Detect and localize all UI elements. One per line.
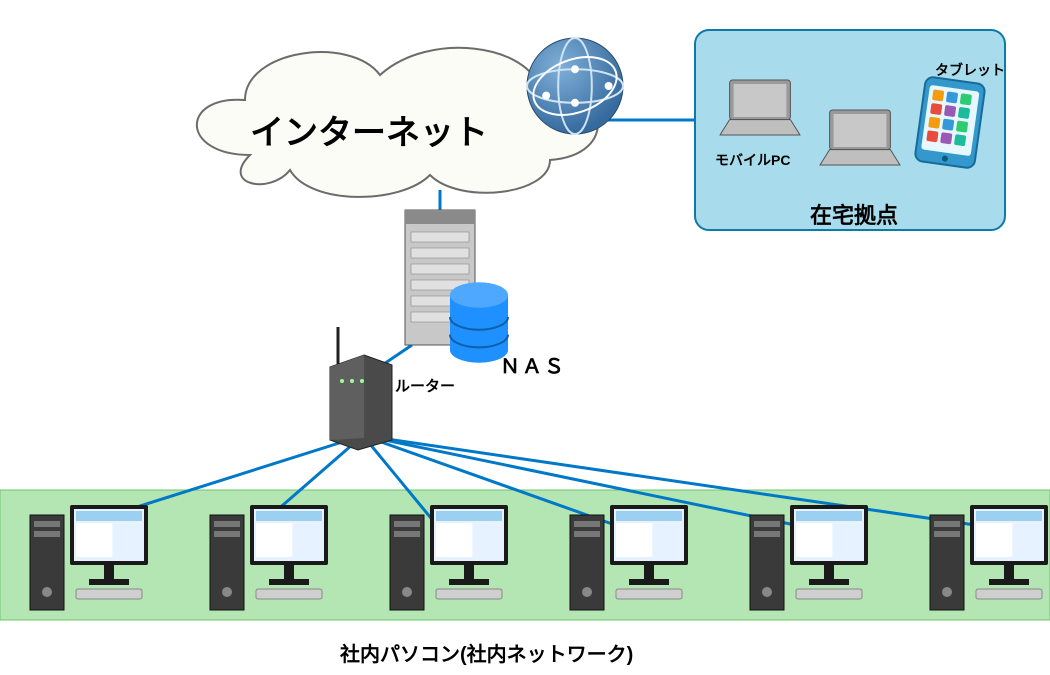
diagram-canvas: インターネット ＮＡＳ ルーター モバイルPC タブレット 在宅拠点 社内パソコ… bbox=[0, 0, 1050, 675]
mobile-pc-label: モバイルPC bbox=[715, 150, 790, 170]
desktop-pc-icon-3 bbox=[390, 505, 508, 610]
globe-icon bbox=[525, 38, 624, 134]
tablet-icon bbox=[914, 76, 985, 169]
office-band bbox=[0, 490, 1050, 620]
diagram-svg bbox=[0, 0, 1050, 675]
nas-label: ＮＡＳ bbox=[500, 350, 566, 379]
desktop-pc-icon-4 bbox=[570, 505, 688, 610]
desktop-pc-icon-5 bbox=[750, 505, 868, 610]
desktop-pc-icon-6 bbox=[930, 505, 1048, 610]
tablet-label: タブレット bbox=[935, 60, 1005, 80]
internet-label: インターネット bbox=[250, 105, 488, 154]
office-title-label: 社内パソコン(社内ネットワーク) bbox=[340, 638, 633, 667]
desktop-pc-icon-1 bbox=[30, 505, 148, 610]
desktop-pc-icon-2 bbox=[210, 505, 328, 610]
nas-server-icon bbox=[405, 210, 508, 363]
remote-title-label: 在宅拠点 bbox=[810, 198, 898, 230]
laptop-icon-1 bbox=[720, 80, 800, 135]
router-label: ルーター bbox=[395, 375, 455, 396]
router-icon bbox=[330, 327, 392, 450]
laptop-icon-2 bbox=[820, 110, 900, 165]
